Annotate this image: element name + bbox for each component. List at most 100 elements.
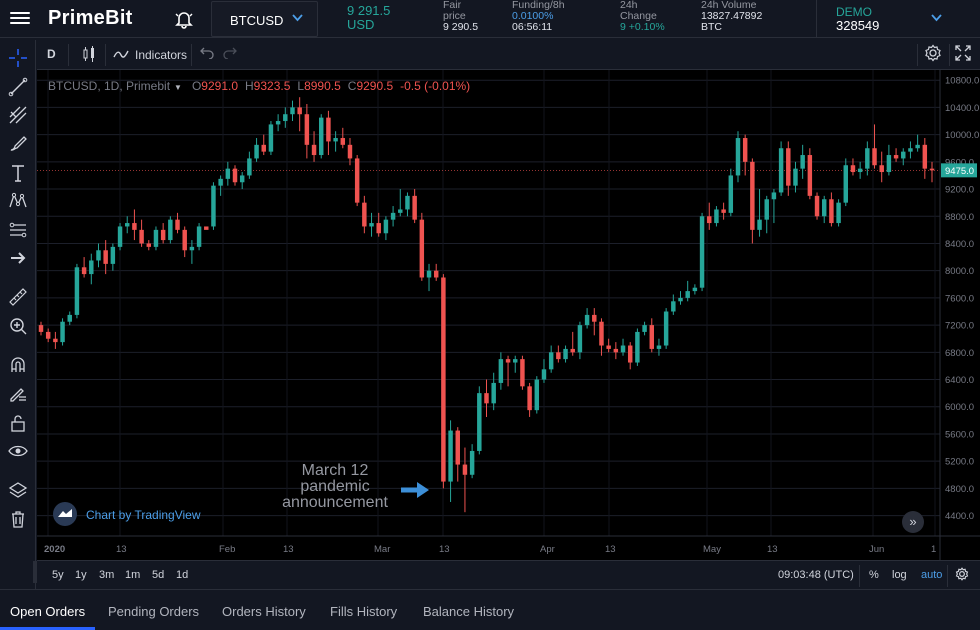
drawing-toolbar (0, 40, 41, 589)
change-stat: 24h Change 9 +0.10% (620, 0, 665, 33)
candle-body (707, 216, 712, 224)
lock-icon[interactable] (7, 412, 29, 434)
candles-icon[interactable] (81, 45, 97, 67)
candle-body (254, 144, 259, 159)
candle-body (829, 199, 834, 224)
candle-body (570, 348, 575, 353)
logo: PrimeBit (48, 7, 133, 29)
candle-body (872, 148, 877, 166)
candle-body (757, 219, 762, 230)
settings-gear-icon[interactable] (924, 44, 942, 66)
pattern-icon[interactable] (7, 190, 29, 212)
symbol-value: BTCUSD (230, 13, 284, 28)
chart-legend: BTCUSD, 1D, Primebit ▼ O9291.0 H9323.5 L8990… (48, 79, 470, 93)
prediction-icon[interactable] (7, 219, 29, 241)
auto-toggle[interactable]: auto (921, 569, 943, 581)
log-toggle[interactable]: log (892, 569, 907, 581)
time-tick-label: May (703, 544, 721, 555)
tab-balance-history[interactable]: Balance History (423, 604, 515, 619)
annotation-text: March 12 pandemic announcement (275, 463, 395, 511)
candle-body (843, 165, 849, 203)
ruler-icon[interactable] (7, 286, 29, 308)
candle-body (239, 175, 245, 183)
hamburger-menu-icon[interactable] (10, 9, 30, 29)
candle-body (175, 219, 180, 230)
candle-body (814, 195, 820, 217)
candle-body (592, 314, 597, 322)
percent-toggle[interactable]: % (869, 569, 879, 581)
tab-fills-history[interactable]: Fills History (330, 604, 398, 619)
candle-body (290, 107, 295, 115)
pitchfork-icon[interactable] (7, 104, 29, 126)
candle-body (225, 168, 231, 179)
candle-body (584, 314, 590, 326)
arrow-right-icon (401, 482, 429, 498)
interval-button[interactable]: D (47, 47, 56, 61)
symbol-select[interactable]: BTCUSD (211, 1, 318, 37)
toolbar-divider (949, 44, 950, 66)
trash-icon[interactable] (7, 508, 29, 530)
candle-body (484, 393, 489, 404)
last-price-tag-label: 9475.0 (945, 166, 974, 177)
range-5y[interactable]: 5y (52, 569, 64, 581)
eye-icon[interactable] (7, 440, 29, 462)
undo-icon[interactable] (200, 45, 214, 67)
arrow-right-icon[interactable] (7, 247, 29, 269)
text-icon[interactable] (7, 162, 29, 184)
last-price: 9 291.5 USD (347, 4, 390, 32)
crosshair-icon[interactable] (7, 47, 29, 69)
candle-body (915, 144, 920, 149)
time-tick-label: 13 (439, 544, 450, 555)
legend-title[interactable]: BTCUSD, 1D, Primebit (48, 79, 171, 93)
chart-settings-gear-icon[interactable] (955, 567, 969, 584)
candle-body (477, 393, 482, 451)
zoom-in-icon[interactable] (7, 315, 29, 337)
time-tick-label: Jun (869, 544, 884, 555)
account-select[interactable]: DEMO 328549 (816, 0, 980, 38)
candle-body (204, 226, 209, 230)
tab-orders-history[interactable]: Orders History (222, 604, 306, 619)
range-1m[interactable]: 1m (125, 569, 141, 581)
candlestick-chart[interactable]: 4400.0 4800.0 5200.0 5600.0 6000.0 6400.0 6800… (37, 70, 980, 560)
candle-body (168, 219, 173, 241)
pencil-lock-icon[interactable] (7, 383, 29, 405)
price-tick-label: 7600.0 (945, 293, 974, 304)
legend-dropdown-icon[interactable]: ▼ (174, 83, 182, 92)
legend-close: 9290.5 (356, 79, 394, 93)
utc-clock[interactable]: 09:03:48 (UTC) (778, 569, 854, 581)
tradingview-badge[interactable]: Chart by TradingView (53, 502, 201, 531)
magnet-icon[interactable] (7, 354, 29, 376)
bell-icon[interactable] (174, 9, 194, 29)
price-tick-label: 8400.0 (945, 239, 974, 250)
range-1d[interactable]: 1d (176, 569, 189, 581)
candle-body (534, 379, 540, 411)
range-1y[interactable]: 1y (75, 569, 87, 581)
candle-body (261, 144, 266, 152)
tab-open-orders[interactable]: Open Orders (10, 604, 86, 619)
legend-open-label: O (191, 79, 202, 93)
range-3m[interactable]: 3m (99, 569, 115, 581)
redo-icon[interactable] (223, 45, 237, 67)
candle-body (462, 464, 468, 475)
candle-body (627, 345, 633, 363)
candle-body (81, 267, 87, 275)
range-5d[interactable]: 5d (152, 569, 165, 581)
candle-body (620, 345, 626, 353)
candle-body (455, 430, 460, 465)
layers-icon[interactable] (7, 479, 29, 501)
tab-pending-orders[interactable]: Pending Orders (108, 604, 200, 619)
fullscreen-icon[interactable] (955, 45, 971, 67)
candle-body (750, 161, 755, 230)
candle-body (505, 359, 511, 363)
candle-body (642, 325, 647, 332)
fair-price-label: Fair (443, 0, 462, 11)
candle-body (563, 348, 568, 360)
candle-body (182, 229, 187, 251)
scroll-to-realtime-button[interactable]: » (902, 511, 924, 533)
price-chart[interactable]: 4400.0 4800.0 5200.0 5600.0 6000.0 6400.0 6800… (37, 70, 980, 560)
candle-body (268, 124, 274, 152)
brush-icon[interactable] (7, 133, 29, 155)
price-tick-label: 6800.0 (945, 348, 974, 359)
candle-body (354, 158, 360, 203)
trend-line-icon[interactable] (7, 76, 29, 98)
